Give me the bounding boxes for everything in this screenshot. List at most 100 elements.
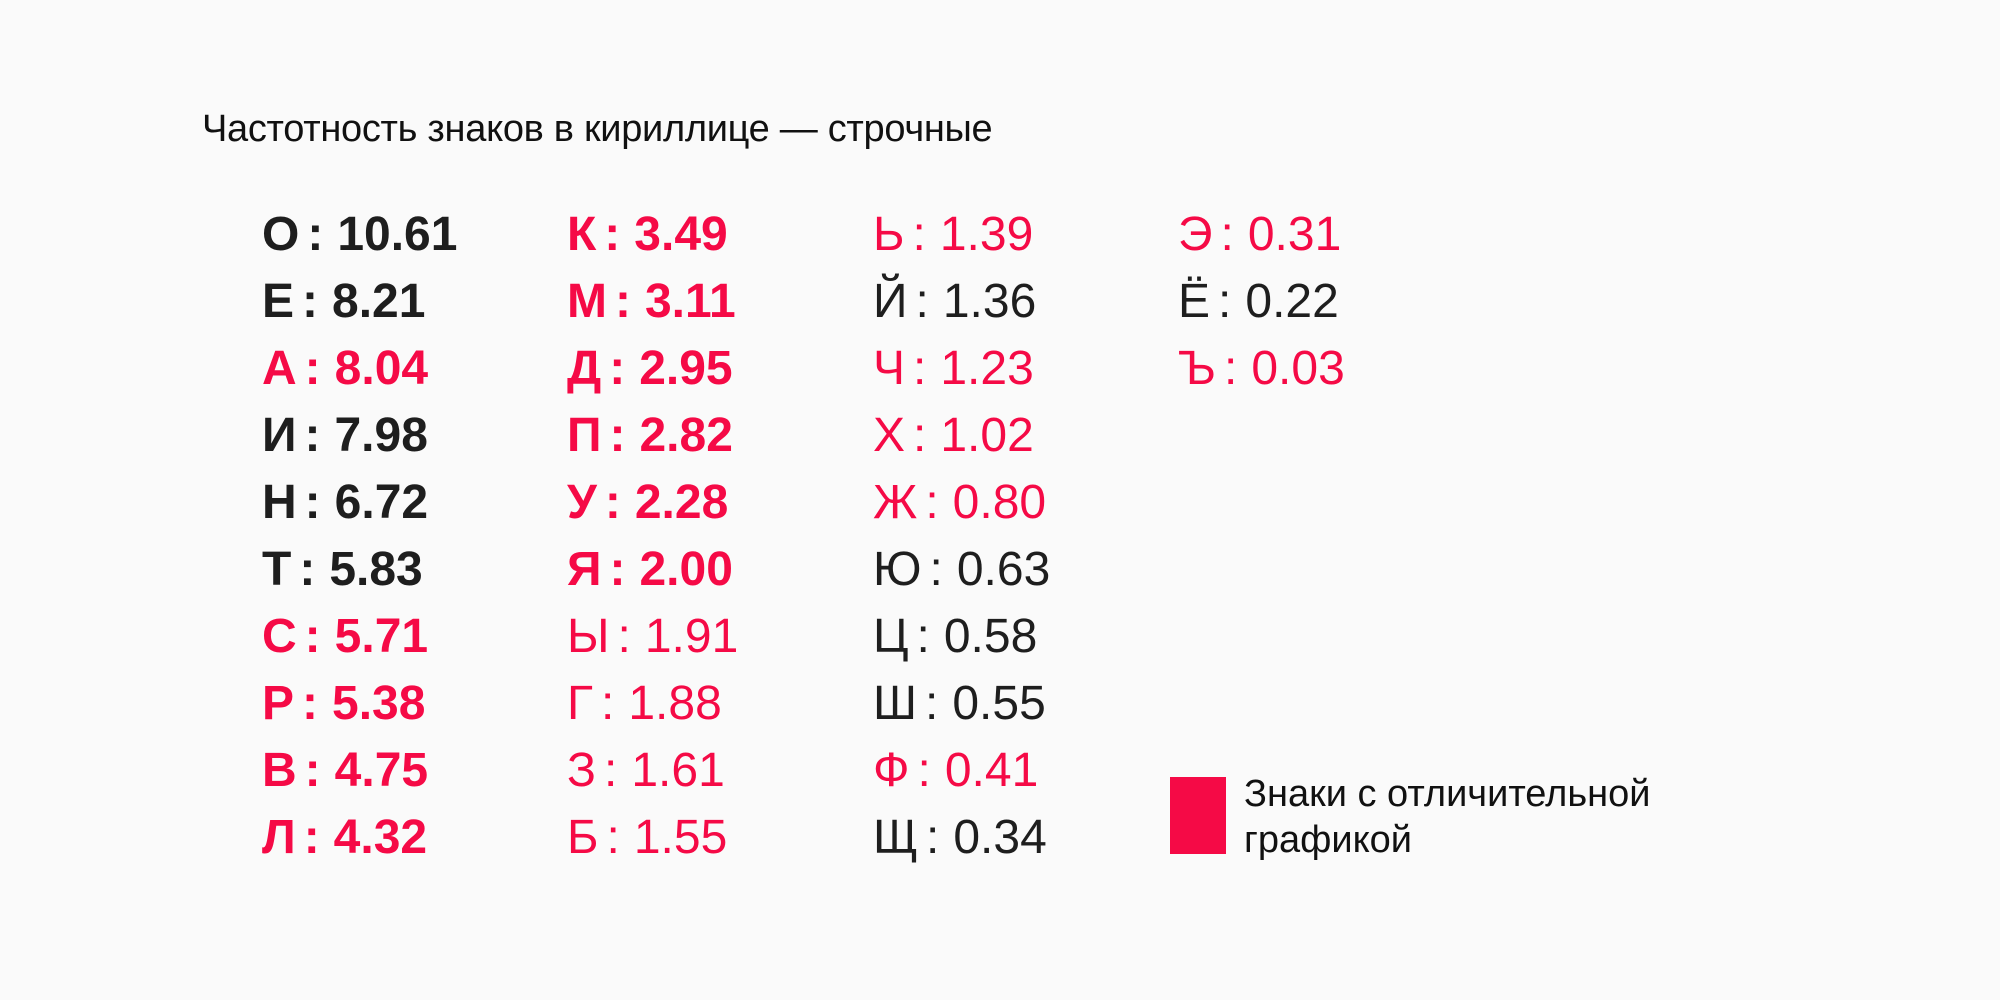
- letter: Ж: [873, 476, 918, 529]
- separator: :: [916, 610, 930, 663]
- separator: :: [303, 811, 320, 864]
- separator: :: [307, 208, 324, 261]
- separator: :: [915, 275, 929, 328]
- frequency-value: 0.03: [1251, 342, 1345, 395]
- frequency-row: Х:1.02: [873, 402, 1050, 469]
- letter: Ь: [873, 208, 905, 261]
- letter: Ы: [567, 610, 610, 663]
- frequency-value: 1.88: [628, 677, 722, 730]
- frequency-column-2: К:3.49 М:3.11 Д:2.95 П:2.82 У:2.28 Я:2.0…: [567, 201, 738, 871]
- letter: Ц: [873, 610, 909, 663]
- frequency-row: У:2.28: [567, 469, 738, 536]
- letter: В: [262, 744, 297, 797]
- frequency-row: Ц:0.58: [873, 603, 1050, 670]
- separator: :: [604, 476, 621, 529]
- letter: О: [262, 208, 300, 261]
- letter: Х: [873, 409, 906, 462]
- frequency-row: Е:8.21: [262, 268, 457, 335]
- separator: :: [304, 744, 321, 797]
- letter: Ё: [1178, 275, 1211, 328]
- frequency-value: 1.61: [631, 744, 725, 797]
- frequency-value: 1.39: [939, 208, 1034, 261]
- letter: Й: [873, 275, 908, 328]
- frequency-row: Д:2.95: [567, 335, 738, 402]
- frequency-value: 7.98: [334, 409, 428, 462]
- letter: Ч: [873, 342, 905, 395]
- frequency-column-3: Ь:1.39 Й:1.36 Ч:1.23 Х:1.02 Ж:0.80 Ю:0.6…: [873, 201, 1050, 871]
- frequency-row: С:5.71: [262, 603, 457, 670]
- frequency-value: 0.31: [1247, 208, 1342, 261]
- frequency-value: 0.41: [944, 744, 1039, 797]
- letter: Л: [262, 811, 296, 864]
- separator: :: [299, 543, 316, 596]
- letter: П: [567, 409, 602, 462]
- separator: :: [609, 342, 626, 395]
- frequency-row: Ь:1.39: [873, 201, 1050, 268]
- legend-label: Знаки с отличительной графикой: [1244, 773, 1651, 861]
- separator: :: [601, 677, 615, 730]
- separator: :: [302, 275, 318, 328]
- letter: Ъ: [1178, 342, 1216, 395]
- frequency-value: 1.36: [942, 275, 1037, 328]
- frequency-row: Й:1.36: [873, 268, 1050, 335]
- frequency-row: П:2.82: [567, 402, 738, 469]
- frequency-value: 1.23: [940, 342, 1034, 395]
- letter: С: [262, 610, 297, 663]
- separator: :: [925, 677, 939, 730]
- frequency-value: 1.02: [940, 409, 1034, 462]
- frequency-value: 2.82: [639, 409, 733, 462]
- frequency-row: Ф:0.41: [873, 737, 1050, 804]
- frequency-row: В:4.75: [262, 737, 457, 804]
- frequency-row: Л:4.32: [262, 804, 457, 871]
- separator: :: [1224, 342, 1238, 395]
- letter: Ю: [873, 543, 922, 596]
- frequency-row: Ш:0.55: [873, 670, 1050, 737]
- letter: Д: [567, 342, 602, 395]
- frequency-value: 8.04: [334, 342, 429, 395]
- frequency-value: 0.55: [952, 677, 1046, 730]
- frequency-row: Ы:1.91: [567, 603, 738, 670]
- separator: :: [1218, 275, 1232, 328]
- separator: :: [913, 409, 927, 462]
- frequency-row: Г:1.88: [567, 670, 738, 737]
- frequency-value: 6.72: [334, 476, 429, 529]
- frequency-row: Т:5.83: [262, 536, 457, 603]
- frequency-row: Ч:1.23: [873, 335, 1050, 402]
- separator: :: [913, 342, 927, 395]
- frequency-row: Ё:0.22: [1178, 268, 1345, 335]
- frequency-value: 1.91: [644, 610, 739, 663]
- letter: А: [262, 342, 297, 395]
- separator: :: [604, 208, 621, 261]
- frequency-value: 0.80: [952, 476, 1047, 529]
- frequency-value: 2.95: [639, 342, 733, 395]
- separator: :: [925, 476, 939, 529]
- frequency-row: И:7.98: [262, 402, 457, 469]
- separator: :: [609, 409, 626, 462]
- frequency-value: 0.22: [1245, 275, 1339, 328]
- separator: :: [617, 610, 631, 663]
- frequency-row: О:10.61: [262, 201, 457, 268]
- frequency-row: М:3.11: [567, 268, 738, 335]
- letter: Э: [1178, 208, 1213, 261]
- frequency-row: Я:2.00: [567, 536, 738, 603]
- letter: Ф: [873, 744, 910, 797]
- separator: :: [302, 677, 318, 730]
- frequency-row: З:1.61: [567, 737, 738, 804]
- frequency-value: 5.38: [332, 677, 426, 730]
- frequency-value: 8.21: [332, 275, 426, 328]
- frequency-column-4: Э:0.31 Ё:0.22 Ъ:0.03: [1178, 201, 1345, 402]
- letter: И: [262, 409, 297, 462]
- separator: :: [1220, 208, 1234, 261]
- legend: Знаки с отличительной графикой: [1170, 773, 1704, 863]
- letter: К: [567, 208, 597, 261]
- frequency-value: 0.63: [956, 543, 1051, 596]
- frequency-value: 2.00: [639, 543, 733, 596]
- letter: З: [567, 744, 596, 797]
- separator: :: [929, 543, 943, 596]
- separator: :: [606, 811, 620, 864]
- frequency-value: 0.58: [943, 610, 1038, 663]
- frequency-value: 0.34: [953, 811, 1047, 864]
- letter: У: [567, 476, 597, 529]
- frequency-value: 2.28: [634, 476, 729, 529]
- separator: :: [304, 610, 321, 663]
